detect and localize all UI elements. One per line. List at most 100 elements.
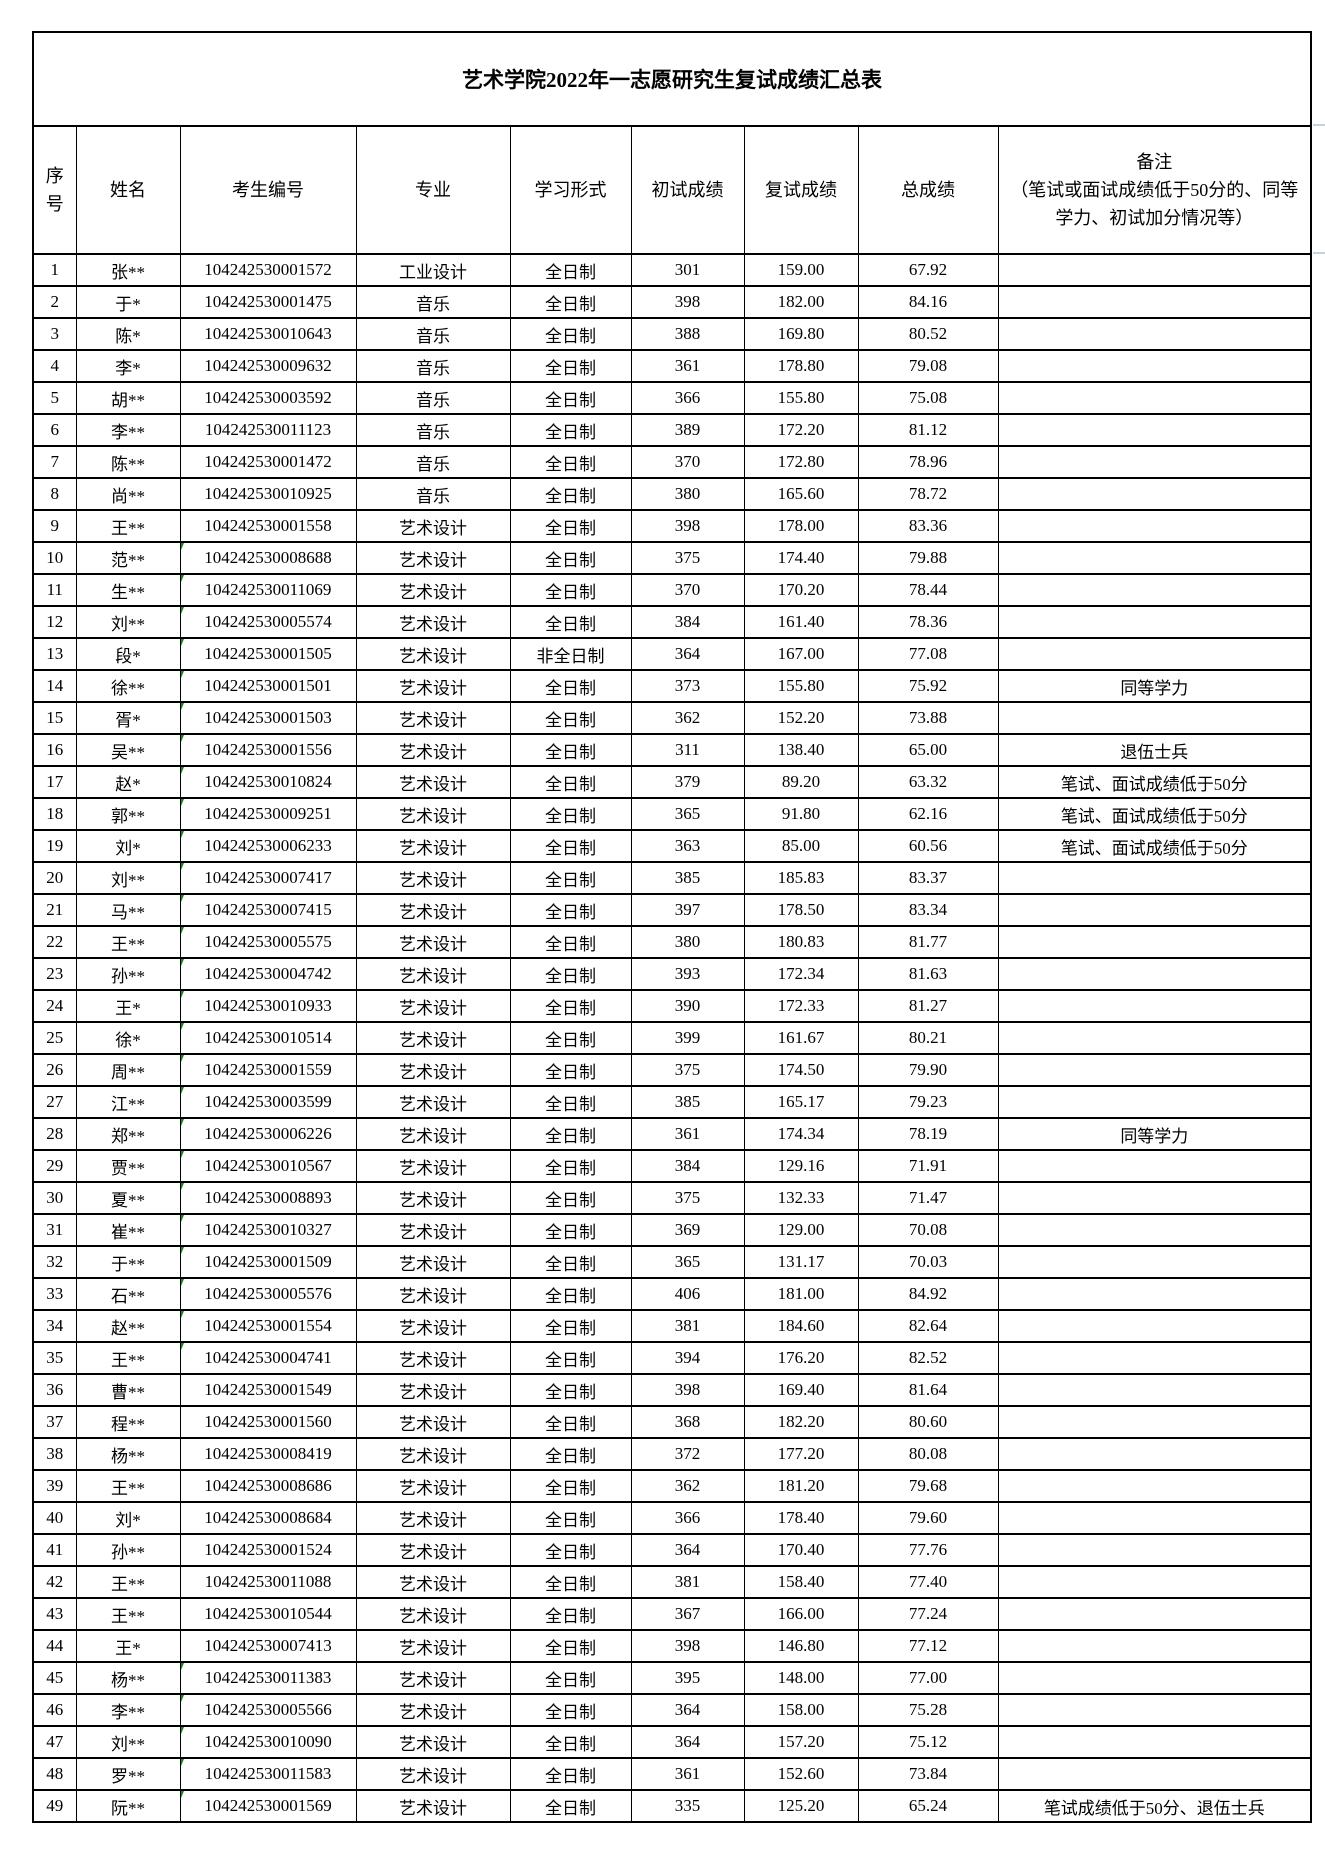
study-mode-cell: 全日制 — [509, 253, 632, 287]
candidate-id-cell: 104242530004742 — [179, 957, 357, 991]
total-score-cell: 63.32 — [857, 765, 999, 799]
retest-score-cell: 170.20 — [743, 573, 859, 607]
remark-cell — [997, 1501, 1312, 1535]
initial-score-cell: 361 — [630, 349, 745, 383]
table-row: 19 刘* 104242530006233 艺术设计 全日制 363 85.00 60.56 笔… — [32, 829, 1312, 863]
table-row: 31 崔** 104242530010327 艺术设计 全日制 369 129.00 70.0… — [32, 1213, 1312, 1247]
table-row: 26 周** 104242530001559 艺术设计 全日制 375 174.50 79.9… — [32, 1053, 1312, 1087]
initial-score-cell: 367 — [630, 1597, 745, 1631]
candidate-id-cell: 104242530008893 — [179, 1181, 357, 1215]
table-row: 45 杨** 104242530011383 艺术设计 全日制 395 148.00 77.0… — [32, 1661, 1312, 1695]
retest-score-cell: 182.20 — [743, 1405, 859, 1439]
study-mode-cell: 全日制 — [509, 413, 632, 447]
name-cell: 孙** — [75, 1533, 181, 1567]
initial-score-cell: 364 — [630, 1725, 745, 1759]
major-cell: 艺术设计 — [355, 1149, 511, 1183]
candidate-id-cell: 104242530009632 — [179, 349, 357, 383]
total-score-cell: 60.56 — [857, 829, 999, 863]
table-row: 6 李** 104242530011123 音乐 全日制 389 172.20 81.12 — [32, 413, 1312, 447]
candidate-id-cell: 104242530003599 — [179, 1085, 357, 1119]
initial-score-cell: 397 — [630, 893, 745, 927]
candidate-id-cell: 104242530011123 — [179, 413, 357, 447]
candidate-id-cell: 104242530011069 — [179, 573, 357, 607]
initial-score-cell: 379 — [630, 765, 745, 799]
name-cell: 刘* — [75, 829, 181, 863]
total-score-cell: 78.96 — [857, 445, 999, 479]
candidate-id-cell: 104242530004741 — [179, 1341, 357, 1375]
name-cell: 胡** — [75, 381, 181, 415]
seq-cell: 1 — [32, 253, 77, 287]
seq-cell: 35 — [32, 1341, 77, 1375]
name-cell: 刘** — [75, 861, 181, 895]
remark-cell — [997, 925, 1312, 959]
total-score-cell: 75.12 — [857, 1725, 999, 1759]
candidate-id-cell: 104242530001472 — [179, 445, 357, 479]
initial-score-cell: 361 — [630, 1757, 745, 1791]
initial-score-cell: 363 — [630, 829, 745, 863]
retest-score-cell: 181.00 — [743, 1277, 859, 1311]
major-cell: 艺术设计 — [355, 1085, 511, 1119]
initial-score-cell: 375 — [630, 541, 745, 575]
candidate-id-cell: 104242530005576 — [179, 1277, 357, 1311]
table-row: 41 孙** 104242530001524 艺术设计 全日制 364 170.40 77.7… — [32, 1533, 1312, 1567]
seq-cell: 16 — [32, 733, 77, 767]
remark-cell — [997, 1149, 1312, 1183]
initial-score-cell: 395 — [630, 1661, 745, 1695]
remark-cell — [997, 509, 1312, 543]
total-score-cell: 79.60 — [857, 1501, 999, 1535]
retest-score-cell: 178.00 — [743, 509, 859, 543]
initial-score-cell: 365 — [630, 1245, 745, 1279]
name-cell: 徐* — [75, 1021, 181, 1055]
initial-score-cell: 372 — [630, 1437, 745, 1471]
major-cell: 艺术设计 — [355, 1661, 511, 1695]
header-initial: 初试成绩 — [630, 125, 745, 255]
retest-score-cell: 178.50 — [743, 893, 859, 927]
seq-cell: 2 — [32, 285, 77, 319]
retest-score-cell: 159.00 — [743, 253, 859, 287]
remark-cell — [997, 1021, 1312, 1055]
remark-cell — [997, 637, 1312, 671]
total-score-cell: 78.36 — [857, 605, 999, 639]
total-score-cell: 77.76 — [857, 1533, 999, 1567]
study-mode-cell: 全日制 — [509, 1213, 632, 1247]
candidate-id-cell: 104242530010514 — [179, 1021, 357, 1055]
total-score-cell: 81.63 — [857, 957, 999, 991]
seq-cell: 25 — [32, 1021, 77, 1055]
major-cell: 音乐 — [355, 381, 511, 415]
header-remark: 备注 （笔试或面试成绩低于50分的、同等学力、初试加分情况等） — [997, 125, 1312, 255]
name-cell: 刘** — [75, 605, 181, 639]
study-mode-cell: 全日制 — [509, 477, 632, 511]
total-score-cell: 78.19 — [857, 1117, 999, 1151]
candidate-id-cell: 104242530001559 — [179, 1053, 357, 1087]
seq-cell: 13 — [32, 637, 77, 671]
name-cell: 杨** — [75, 1437, 181, 1471]
remark-cell: 同等学力 — [997, 1117, 1312, 1151]
major-cell: 艺术设计 — [355, 1341, 511, 1375]
initial-score-cell: 389 — [630, 413, 745, 447]
seq-cell: 9 — [32, 509, 77, 543]
seq-cell: 7 — [32, 445, 77, 479]
initial-score-cell: 364 — [630, 1693, 745, 1727]
table-row: 39 王** 104242530008686 艺术设计 全日制 362 181.20 79.6… — [32, 1469, 1312, 1503]
study-mode-cell: 全日制 — [509, 1693, 632, 1727]
name-cell: 贾** — [75, 1149, 181, 1183]
remark-cell — [997, 989, 1312, 1023]
total-score-cell: 65.00 — [857, 733, 999, 767]
seq-cell: 22 — [32, 925, 77, 959]
initial-score-cell: 335 — [630, 1789, 745, 1823]
study-mode-cell: 全日制 — [509, 1373, 632, 1407]
name-cell: 王** — [75, 509, 181, 543]
remark-cell — [997, 861, 1312, 895]
header-major: 专业 — [355, 125, 511, 255]
retest-score-cell: 172.33 — [743, 989, 859, 1023]
candidate-id-cell: 104242530005566 — [179, 1693, 357, 1727]
study-mode-cell: 全日制 — [509, 1437, 632, 1471]
study-mode-cell: 全日制 — [509, 573, 632, 607]
header-retest: 复试成绩 — [743, 125, 859, 255]
remark-cell — [997, 1565, 1312, 1599]
candidate-id-cell: 104242530010327 — [179, 1213, 357, 1247]
initial-score-cell: 370 — [630, 445, 745, 479]
candidate-id-cell: 104242530001556 — [179, 733, 357, 767]
seq-cell: 10 — [32, 541, 77, 575]
retest-score-cell: 172.34 — [743, 957, 859, 991]
